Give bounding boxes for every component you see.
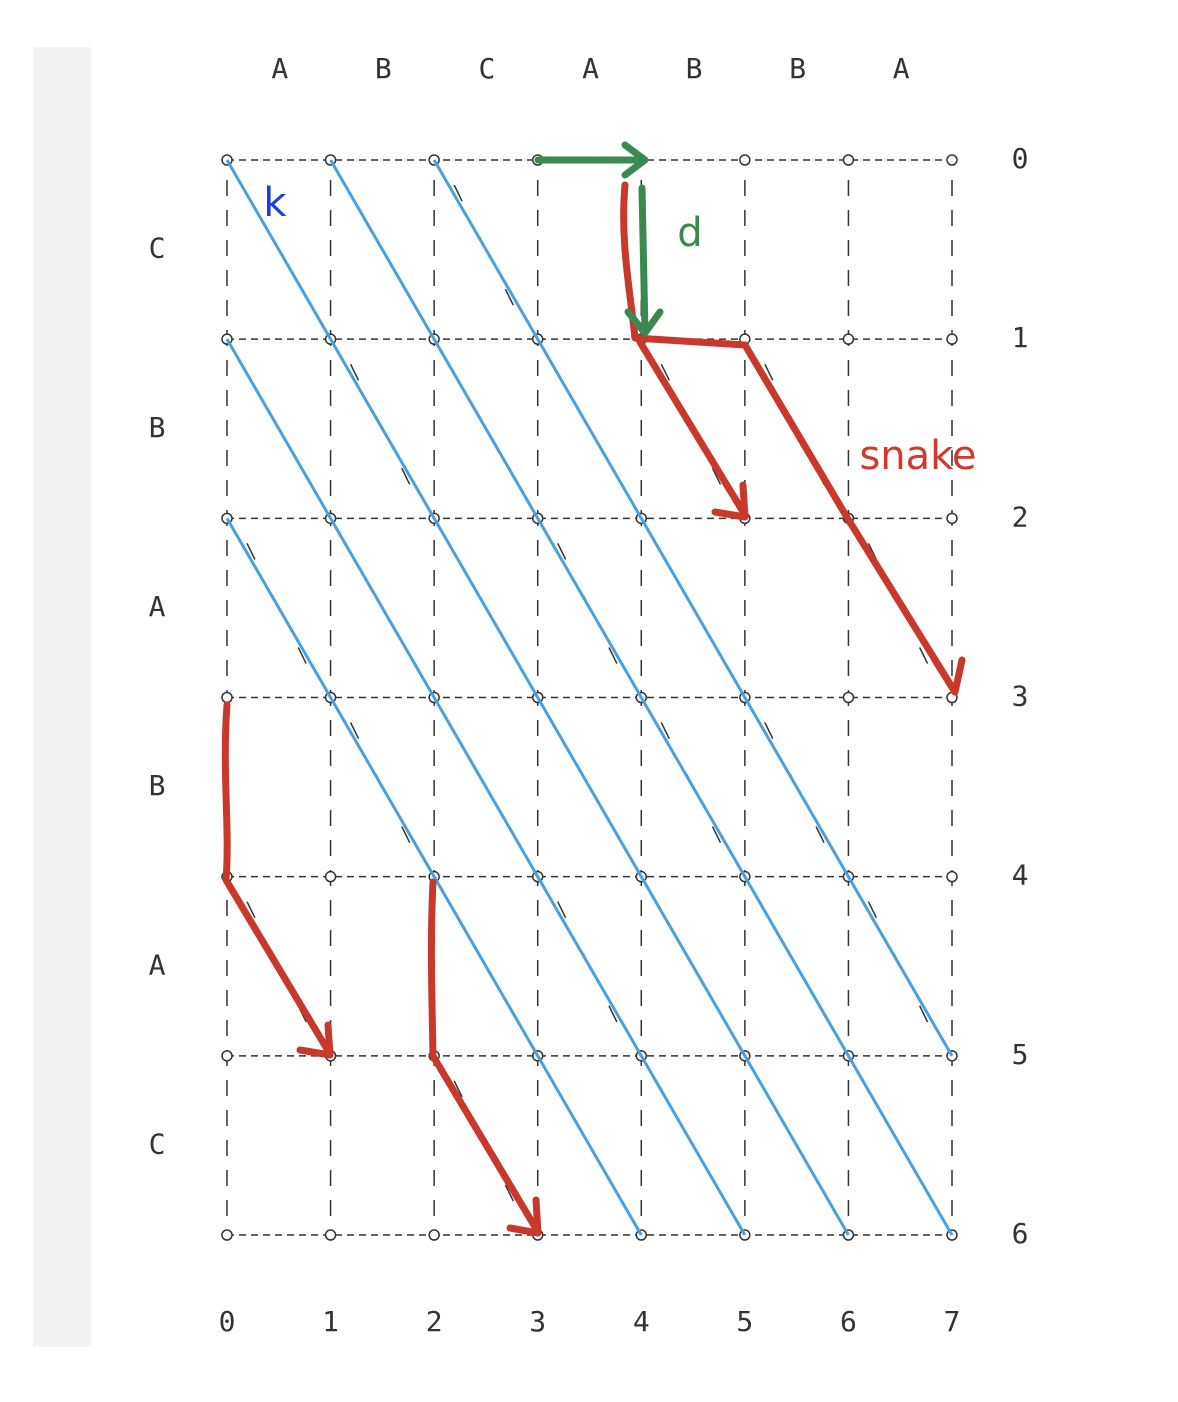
column-letter: A [893, 52, 910, 85]
row-letter: A [149, 948, 166, 981]
node [946, 870, 958, 883]
row-number: 0 [1012, 142, 1029, 175]
column-letter: A [271, 52, 288, 85]
gutter [33, 47, 91, 1347]
snake-path [427, 878, 542, 1236]
k-line [225, 517, 643, 1236]
node [842, 154, 855, 166]
row-letter: A [149, 590, 166, 623]
row-letter: C [149, 232, 166, 265]
row-number: 3 [1012, 680, 1029, 713]
snake-path [636, 338, 749, 519]
k-lines [225, 159, 954, 1236]
node [221, 691, 233, 704]
node [946, 512, 958, 525]
row-number: 4 [1012, 859, 1029, 892]
node [946, 333, 958, 345]
node [324, 1229, 337, 1241]
column-number: 2 [426, 1305, 443, 1338]
column-number: 6 [840, 1305, 857, 1338]
arrowhead [296, 1021, 334, 1059]
node [221, 1050, 233, 1062]
k-line [225, 338, 747, 1236]
d-arrows [534, 141, 664, 337]
column-letter: C [478, 52, 495, 85]
row-number: 6 [1012, 1217, 1029, 1250]
row-number: 5 [1012, 1038, 1029, 1071]
column-letter: A [582, 52, 599, 85]
column-number: 7 [944, 1305, 961, 1338]
snake-label: snake [859, 433, 976, 479]
row-letter: B [149, 769, 166, 802]
column-number: 4 [633, 1305, 650, 1338]
node [842, 691, 855, 704]
row-number: 2 [1012, 500, 1029, 533]
snake-path [620, 181, 959, 696]
snakes [221, 181, 966, 1237]
row-number: 1 [1012, 321, 1029, 354]
node [739, 154, 751, 166]
column-letter: B [375, 52, 392, 85]
node [842, 333, 855, 345]
column-letter: B [686, 52, 703, 85]
column-number: 1 [322, 1305, 339, 1338]
row-letter: B [149, 411, 166, 444]
d-label: d [677, 210, 702, 256]
arrowhead [506, 1196, 542, 1237]
k-label: k [263, 180, 287, 226]
arrowhead [711, 481, 749, 521]
node [946, 154, 958, 166]
k-line [225, 159, 850, 1236]
column-letter: B [789, 52, 806, 85]
right-arrow [534, 141, 649, 179]
node [324, 870, 337, 883]
k-line [329, 159, 954, 1236]
column-number: 3 [529, 1305, 546, 1338]
k-line [432, 159, 954, 1057]
node [221, 1229, 233, 1241]
column-number: 0 [219, 1305, 236, 1338]
down-arrow [624, 184, 664, 337]
node [428, 1229, 440, 1241]
column-number: 5 [736, 1305, 753, 1338]
row-letter: C [149, 1127, 166, 1160]
snake-path [221, 701, 334, 1058]
arrowhead [931, 656, 966, 696]
